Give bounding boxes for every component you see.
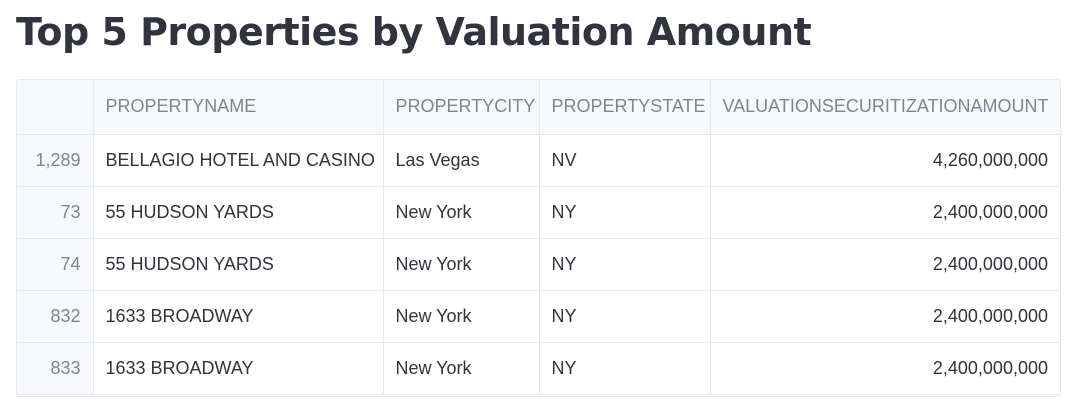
cell-propertycity[interactable]: Las Vegas bbox=[383, 134, 540, 187]
row-index[interactable]: 832 bbox=[17, 290, 94, 343]
cell-valuation-amount[interactable]: 4,260,000,000 bbox=[710, 134, 1060, 187]
cell-propertycity[interactable]: New York bbox=[383, 186, 540, 239]
cell-propertycity[interactable]: New York bbox=[383, 238, 540, 291]
table-row: 832 1633 BROADWAY New York NY 2,400,000,… bbox=[17, 290, 1060, 343]
row-index[interactable]: 1,289 bbox=[17, 134, 94, 187]
cell-valuation-amount[interactable]: 2,400,000,000 bbox=[710, 238, 1060, 291]
table-row: 73 55 HUDSON YARDS New York NY 2,400,000… bbox=[17, 186, 1060, 239]
column-header-index[interactable] bbox=[17, 80, 94, 135]
cell-propertyname[interactable]: BELLAGIO HOTEL AND CASINO bbox=[93, 134, 384, 187]
table-row: 833 1633 BROADWAY New York NY 2,400,000,… bbox=[17, 342, 1060, 395]
cell-propertyname[interactable]: 1633 BROADWAY bbox=[93, 290, 384, 343]
cell-valuation-amount[interactable]: 2,400,000,000 bbox=[710, 186, 1060, 239]
cell-propertystate[interactable]: NY bbox=[539, 342, 711, 395]
column-header-valuationsecuritizationamount[interactable]: VALUATIONSECURITIZATIONAMOUNT bbox=[710, 80, 1060, 135]
cell-propertystate[interactable]: NV bbox=[539, 134, 711, 187]
cell-propertycity[interactable]: New York bbox=[383, 342, 540, 395]
cell-propertyname[interactable]: 55 HUDSON YARDS bbox=[93, 238, 384, 291]
data-table: PROPERTYNAME PROPERTYCITY PROPERTYSTATE … bbox=[17, 80, 1060, 395]
cell-propertystate[interactable]: NY bbox=[539, 186, 711, 239]
cell-propertycity[interactable]: New York bbox=[383, 290, 540, 343]
header-row: PROPERTYNAME PROPERTYCITY PROPERTYSTATE … bbox=[17, 80, 1060, 135]
table-row: 1,289 BELLAGIO HOTEL AND CASINO Las Vega… bbox=[17, 134, 1060, 187]
table-row: 74 55 HUDSON YARDS New York NY 2,400,000… bbox=[17, 238, 1060, 291]
cell-propertystate[interactable]: NY bbox=[539, 238, 711, 291]
row-index[interactable]: 73 bbox=[17, 186, 94, 239]
dataframe-table[interactable]: PROPERTYNAME PROPERTYCITY PROPERTYSTATE … bbox=[16, 79, 1061, 397]
cell-propertyname[interactable]: 1633 BROADWAY bbox=[93, 342, 384, 395]
page-title: Top 5 Properties by Valuation Amount bbox=[16, 10, 812, 54]
column-header-propertyname[interactable]: PROPERTYNAME bbox=[93, 80, 384, 135]
column-header-propertystate[interactable]: PROPERTYSTATE bbox=[539, 80, 711, 135]
cell-propertystate[interactable]: NY bbox=[539, 290, 711, 343]
cell-propertyname[interactable]: 55 HUDSON YARDS bbox=[93, 186, 384, 239]
row-index[interactable]: 833 bbox=[17, 342, 94, 395]
cell-valuation-amount[interactable]: 2,400,000,000 bbox=[710, 290, 1060, 343]
row-index[interactable]: 74 bbox=[17, 238, 94, 291]
column-header-propertycity[interactable]: PROPERTYCITY bbox=[383, 80, 540, 135]
cell-valuation-amount[interactable]: 2,400,000,000 bbox=[710, 342, 1060, 395]
